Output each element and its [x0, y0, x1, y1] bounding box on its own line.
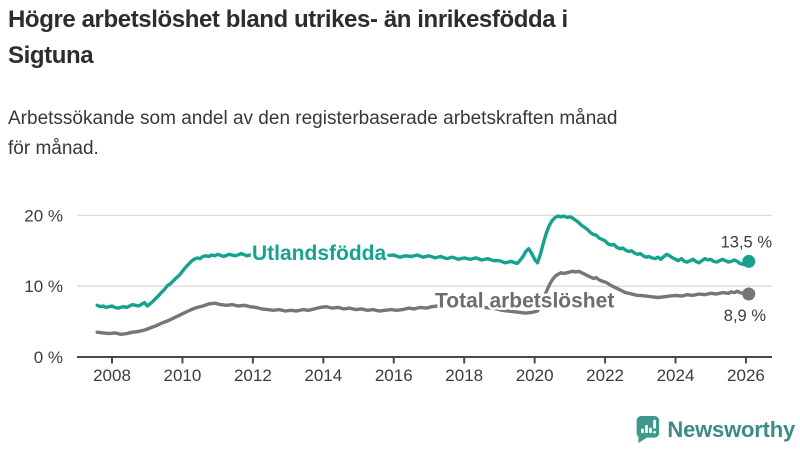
unemployment-line-chart: 0 % 10 % 20 % 2008 2010 2012 2014 2016 2018 2020 2… — [24, 206, 773, 385]
bar-chart-speech-bubble-icon — [637, 416, 660, 443]
x-tick-label: 2010 — [164, 366, 202, 385]
series-end-value: 13,5 % — [721, 234, 773, 252]
page-title-line1: Högre arbetslöshet bland utrikes- än inr… — [8, 6, 568, 33]
series-label: Total arbetslöshet — [435, 290, 614, 313]
page-subtitle: Arbetssökande som andel av den registerb… — [8, 104, 786, 164]
series-label: Utlandsfödda — [252, 242, 386, 265]
page-title: Högre arbetslöshet bland utrikes- än inr… — [8, 2, 786, 74]
page-subtitle-line1: Arbetssökande som andel av den registerb… — [8, 108, 618, 129]
y-tick-label: 0 % — [34, 348, 63, 367]
y-tick-label: 10 % — [24, 277, 63, 296]
x-tick-label: 2024 — [657, 366, 695, 385]
series-end-dot — [742, 287, 756, 301]
page-subtitle-line2: för månad. — [8, 138, 99, 159]
x-tick-label: 2016 — [375, 366, 413, 385]
series-end-value: 8,9 % — [724, 307, 767, 325]
newsworthy-logo: Newsworthy — [633, 414, 795, 445]
brand-name: Newsworthy — [667, 416, 795, 442]
x-tick-label: 2018 — [445, 366, 483, 385]
x-tick-label: 2026 — [727, 366, 765, 385]
y-tick-label: 20 % — [24, 206, 63, 225]
series-line-0 — [95, 214, 751, 310]
x-tick-label: 2022 — [586, 366, 624, 385]
series-end-dot — [742, 254, 756, 268]
series-line-1 — [95, 269, 751, 337]
x-tick-label: 2012 — [234, 366, 272, 385]
x-tick-label: 2014 — [304, 366, 342, 385]
x-tick-label: 2008 — [93, 366, 131, 385]
page-title-line2: Sigtuna — [8, 42, 94, 69]
x-tick-label: 2020 — [516, 366, 554, 385]
